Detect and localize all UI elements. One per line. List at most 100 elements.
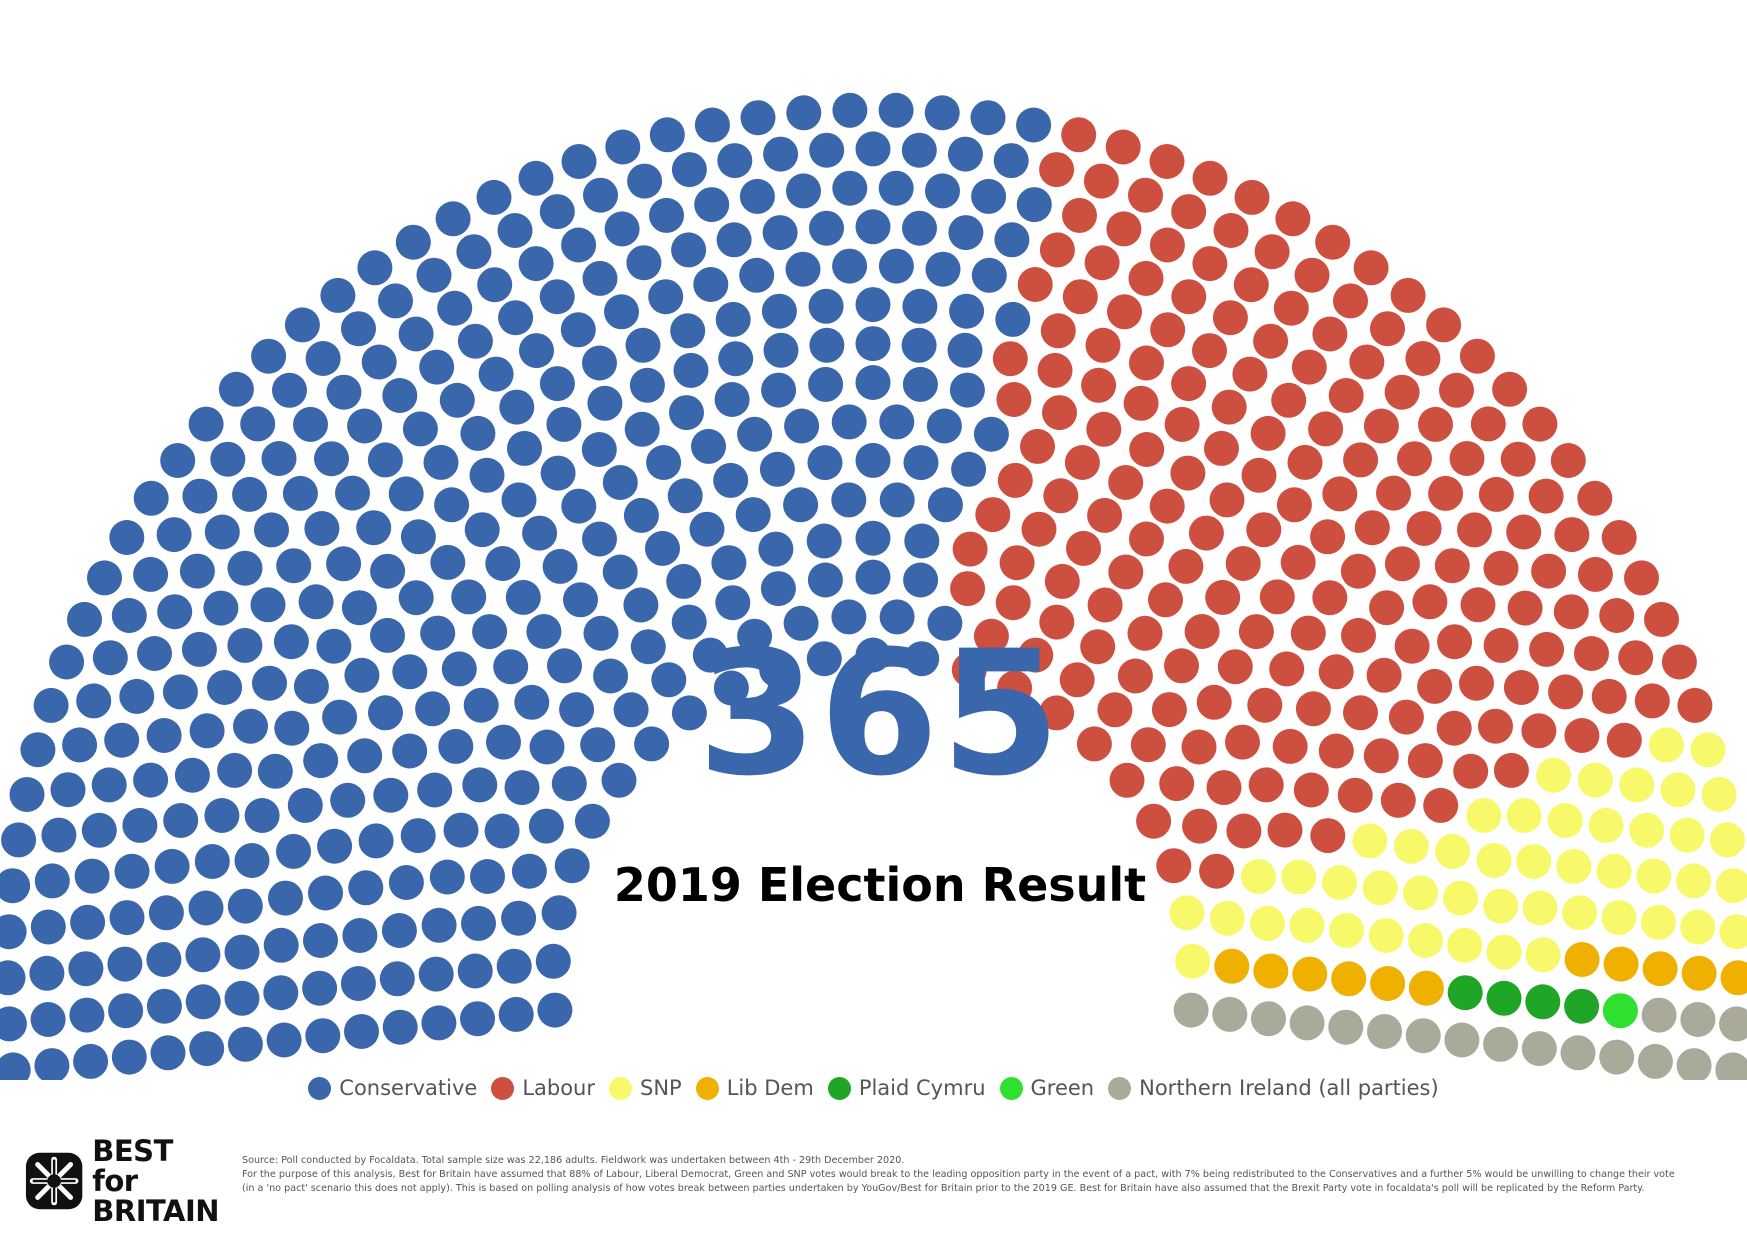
- seat-labour: [1493, 752, 1529, 788]
- seat-northern-ireland-all-parties: [1680, 1002, 1716, 1037]
- seat-conservative: [878, 92, 914, 128]
- seat-conservative: [689, 511, 725, 547]
- seat-labour: [1225, 724, 1260, 760]
- seat-snp: [1352, 823, 1388, 859]
- seat-labour: [1322, 476, 1358, 512]
- seat-plaid-cymru: [1525, 984, 1561, 1020]
- seat-labour: [1470, 406, 1506, 442]
- seat-conservative: [122, 807, 158, 843]
- seat-conservative: [735, 497, 771, 533]
- chart-subtitle: 2019 Election Result: [613, 858, 1147, 912]
- legend-item: Conservative: [308, 1076, 477, 1100]
- seat-labour: [1148, 582, 1183, 618]
- seat-labour: [1478, 708, 1513, 744]
- seat-conservative: [995, 301, 1031, 337]
- seat-labour: [1507, 590, 1543, 626]
- seat-conservative: [535, 943, 571, 979]
- seat-conservative: [807, 562, 843, 598]
- seat-conservative: [927, 487, 963, 523]
- seat-conservative: [240, 406, 276, 442]
- seat-labour: [1080, 629, 1116, 665]
- legend-item: SNP: [609, 1076, 682, 1100]
- seat-labour: [1039, 152, 1075, 188]
- seat-conservative: [298, 584, 334, 620]
- seat-conservative: [272, 372, 307, 408]
- seat-conservative: [224, 980, 260, 1016]
- seat-conservative: [207, 670, 243, 705]
- seat-labour: [1128, 177, 1163, 213]
- seat-snp: [1596, 853, 1632, 889]
- seat-conservative: [268, 880, 303, 916]
- seat-snp: [1715, 868, 1747, 904]
- seat-conservative: [69, 997, 105, 1033]
- seat-conservative: [903, 445, 939, 481]
- seat-snp: [1676, 863, 1712, 899]
- seat-conservative: [711, 545, 747, 581]
- seat-conservative: [392, 733, 428, 769]
- seat-conservative: [539, 279, 575, 315]
- legend: Conservative Labour SNP Lib Dem Plaid Cymru G…: [0, 1076, 1747, 1100]
- seat-conservative: [902, 366, 938, 402]
- seat-conservative: [518, 246, 554, 282]
- seat-conservative: [713, 462, 749, 498]
- seat-labour: [1390, 277, 1426, 313]
- seat-conservative: [179, 553, 215, 589]
- seat-labour: [1151, 692, 1187, 728]
- seat-labour: [1253, 323, 1289, 359]
- seat-conservative: [67, 601, 102, 637]
- seat-conservative: [784, 408, 820, 444]
- seat-conservative: [574, 803, 610, 839]
- seat-labour: [1644, 601, 1679, 637]
- seat-labour: [1343, 695, 1378, 731]
- seat-conservative: [148, 895, 184, 931]
- seat-conservative: [511, 853, 547, 889]
- seat-snp: [1393, 828, 1429, 864]
- seat-labour: [1204, 430, 1239, 466]
- seat-conservative: [537, 992, 573, 1028]
- seat-labour: [1107, 294, 1142, 330]
- seat-conservative: [855, 520, 891, 556]
- seat-labour: [1044, 563, 1080, 599]
- seat-labour: [1412, 584, 1448, 620]
- seat-northern-ireland-all-parties: [1719, 1006, 1747, 1042]
- seat-conservative: [41, 817, 77, 853]
- seat-conservative: [809, 327, 845, 363]
- seat-conservative: [758, 531, 794, 567]
- seat-labour: [1188, 515, 1224, 551]
- seat-northern-ireland-all-parties: [1637, 1043, 1673, 1079]
- seat-snp: [1241, 859, 1276, 894]
- seat-conservative: [109, 520, 145, 555]
- seat-lib-dem: [1253, 953, 1289, 989]
- seat-conservative: [443, 812, 479, 848]
- seat-labour: [1017, 267, 1053, 302]
- seat-conservative: [181, 631, 217, 667]
- seat-labour: [1108, 554, 1144, 590]
- seat-conservative: [649, 197, 684, 233]
- seat-conservative: [204, 514, 240, 550]
- seat-conservative: [613, 692, 649, 728]
- seat-conservative: [593, 658, 629, 694]
- seat-conservative: [855, 365, 891, 400]
- seat-conservative: [634, 726, 670, 762]
- seat-labour: [1241, 457, 1277, 493]
- seat-conservative: [224, 934, 260, 970]
- seat-labour: [1318, 733, 1354, 769]
- seat-northern-ireland-all-parties: [1715, 1052, 1747, 1080]
- seat-conservative: [276, 548, 312, 584]
- legend-label: SNP: [640, 1076, 682, 1100]
- seat-conservative: [282, 475, 318, 511]
- seat-conservative: [645, 530, 680, 566]
- seat-labour: [1181, 729, 1217, 765]
- seat-conservative: [370, 553, 406, 589]
- seat-conservative: [602, 554, 638, 590]
- seat-labour: [1380, 782, 1416, 818]
- seat-labour: [1192, 160, 1228, 196]
- seat-conservative: [832, 92, 868, 128]
- seat-conservative: [855, 326, 891, 362]
- seat-conservative: [335, 475, 370, 511]
- seat-conservative: [457, 953, 493, 989]
- seat-conservative: [582, 345, 617, 381]
- seat-labour: [1217, 649, 1253, 685]
- seat-conservative: [227, 1026, 263, 1062]
- seat-conservative: [293, 406, 328, 442]
